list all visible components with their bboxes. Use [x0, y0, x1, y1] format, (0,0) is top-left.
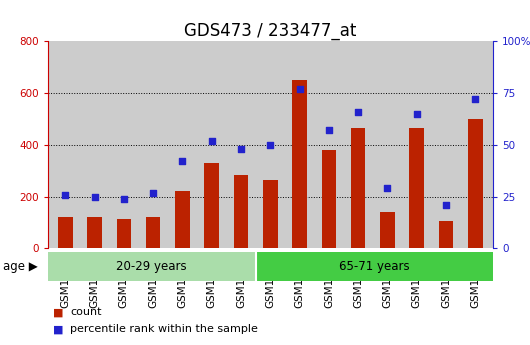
Point	[383, 186, 392, 191]
Bar	[146, 217, 161, 248]
Bar	[58, 217, 73, 248]
Bar	[468, 119, 483, 248]
Title: GDS473 / 233477_at: GDS473 / 233477_at	[184, 22, 357, 40]
Point	[354, 109, 363, 115]
Point	[61, 192, 69, 197]
Bar	[205, 163, 219, 248]
Bar	[292, 80, 307, 248]
Text: count: count	[70, 307, 101, 317]
Point	[412, 111, 421, 117]
Bar	[175, 191, 190, 248]
Bar	[87, 217, 102, 248]
Bar	[409, 128, 424, 248]
Point	[295, 86, 304, 92]
Point	[178, 159, 187, 164]
Point	[120, 196, 128, 201]
Text: ■: ■	[53, 325, 64, 334]
Text: age ▶: age ▶	[3, 260, 38, 273]
Point	[237, 146, 245, 152]
Bar	[263, 180, 278, 248]
Point	[442, 202, 450, 208]
Text: 20-29 years: 20-29 years	[117, 260, 187, 273]
Point	[149, 190, 157, 195]
Point	[207, 138, 216, 144]
Bar	[351, 128, 366, 248]
Bar	[234, 175, 249, 248]
Bar	[117, 219, 131, 248]
Text: 65-71 years: 65-71 years	[339, 260, 410, 273]
Bar	[380, 212, 395, 248]
Bar	[439, 221, 453, 248]
Point	[325, 128, 333, 133]
Text: percentile rank within the sample: percentile rank within the sample	[70, 325, 258, 334]
Point	[266, 142, 275, 148]
Text: ■: ■	[53, 307, 64, 317]
Bar	[322, 150, 336, 248]
Point	[471, 97, 480, 102]
Point	[90, 194, 99, 199]
